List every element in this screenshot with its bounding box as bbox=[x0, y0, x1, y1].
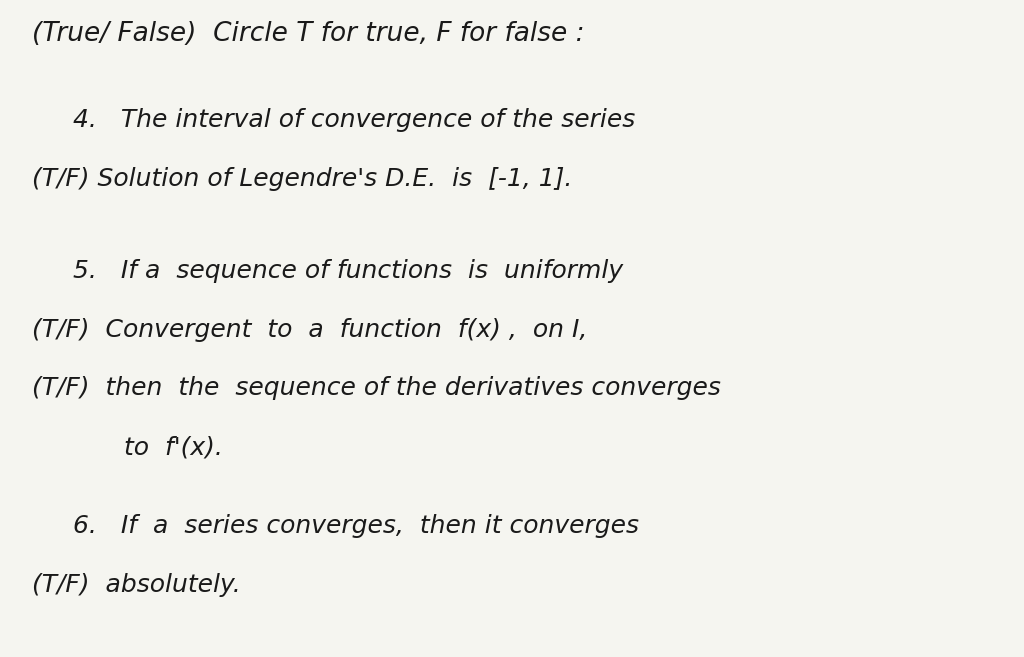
Text: to  f'(x).: to f'(x). bbox=[124, 436, 223, 459]
Text: (T/F) Solution of Legendre's D.E.  is  [-1, 1].: (T/F) Solution of Legendre's D.E. is [-1… bbox=[32, 167, 572, 191]
Text: 5.   If a  sequence of functions  is  uniformly: 5. If a sequence of functions is uniform… bbox=[73, 259, 623, 283]
Text: (T/F)  then  the  sequence of the derivatives converges: (T/F) then the sequence of the derivativ… bbox=[32, 376, 721, 401]
Text: 4.   The interval of convergence of the series: 4. The interval of convergence of the se… bbox=[73, 108, 635, 132]
Text: 6.   If  a  series converges,  then it converges: 6. If a series converges, then it conver… bbox=[73, 514, 639, 538]
Text: (True/ False)  Circle T for true, F for false :: (True/ False) Circle T for true, F for f… bbox=[32, 21, 585, 47]
Text: (T/F)  absolutely.: (T/F) absolutely. bbox=[32, 573, 241, 597]
Text: (T/F)  Convergent  to  a  function  f(x) ,  on I,: (T/F) Convergent to a function f(x) , on… bbox=[32, 317, 588, 342]
